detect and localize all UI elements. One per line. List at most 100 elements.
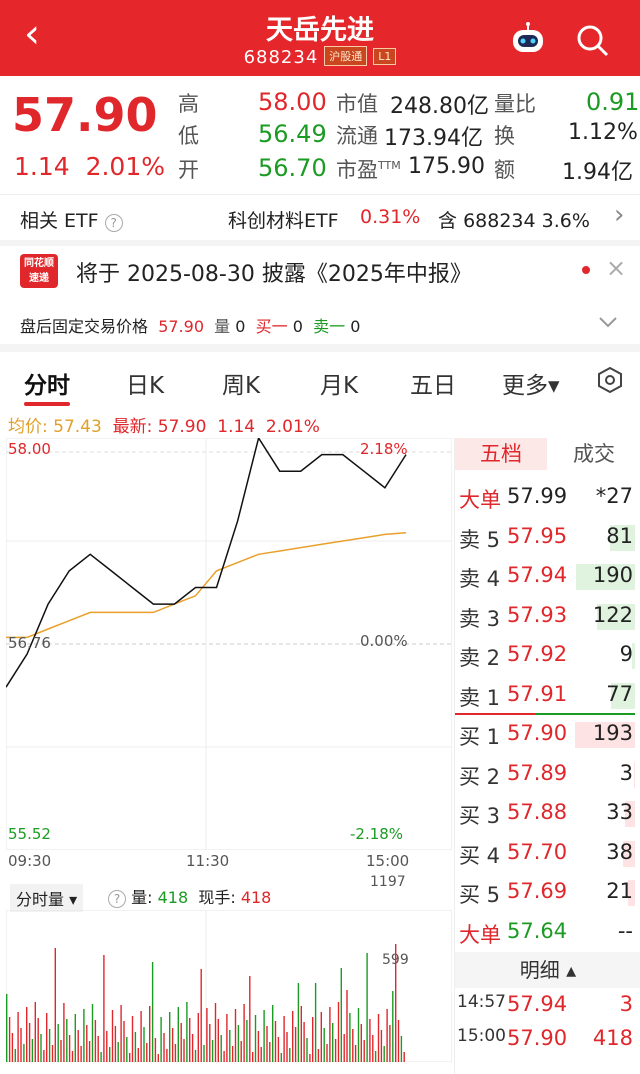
after-buy: 0 <box>292 317 303 336</box>
volume-bar <box>632 643 635 669</box>
order-row[interactable]: 买 2 57.89 3 <box>455 755 640 793</box>
volume-bar <box>154 1038 157 1062</box>
volume-bar <box>77 1030 79 1062</box>
volume-bar <box>80 1046 82 1062</box>
volume-bar <box>28 1023 31 1062</box>
order-row[interactable]: 卖 2 57.92 9 <box>455 636 640 674</box>
tab-intraday[interactable]: 分时 <box>24 373 70 399</box>
after-price: 57.90 <box>158 317 204 336</box>
trade-time: 15:00 <box>457 1026 506 1046</box>
volume-bar <box>372 1035 374 1062</box>
tab-monthly[interactable]: 月K <box>320 373 359 399</box>
row-price: 57.91 <box>507 681 568 706</box>
settings-icon[interactable] <box>596 366 624 394</box>
tab-five-day[interactable]: 五日 <box>410 373 456 399</box>
etf-pct: 0.31% <box>360 206 421 228</box>
order-row[interactable]: 卖 5 57.95 81 <box>455 518 640 556</box>
now-label: 现手: <box>198 888 236 907</box>
volume-bar <box>277 1037 280 1062</box>
volume-bar <box>597 603 635 630</box>
mcap-value: 248.80亿 <box>390 94 489 119</box>
row-price: 57.88 <box>507 800 568 824</box>
volume-bar <box>380 1030 383 1062</box>
volume-bar <box>320 1012 322 1062</box>
volume-bar <box>11 1033 14 1062</box>
order-panel: 五档 成交 大单 57.99 *27 卖 5 57.95 81 卖 4 57.94 190 卖 3… <box>454 438 640 1074</box>
float-value: 173.94亿 <box>384 126 483 151</box>
volume-bar <box>300 1006 302 1062</box>
order-row[interactable]: 卖 4 57.94 190 <box>455 557 640 595</box>
news-text[interactable]: 将于 2025-08-30 披露《2025年中报》 <box>76 262 472 287</box>
volume-bar <box>194 1050 197 1062</box>
tab-weekly[interactable]: 周K <box>222 373 261 399</box>
order-row[interactable]: 大单 57.64 -- <box>455 913 640 951</box>
volume-bar <box>237 1025 240 1062</box>
detail-toggle[interactable]: 明细 ▴ <box>455 952 640 988</box>
volume-bar <box>8 1017 11 1062</box>
volume-bar <box>140 1011 142 1062</box>
row-price: 57.90 <box>507 721 568 745</box>
order-row[interactable]: 买 3 57.88 33 <box>455 794 640 832</box>
etf-row[interactable]: 相关 ETF ? <box>20 206 123 233</box>
volume-bar <box>146 1043 148 1062</box>
back-icon[interactable]: ‹ <box>24 11 40 57</box>
after-hours-row: 盘后固定交易价格 57.90 量 0 买一 0 卖一 0 <box>20 313 360 337</box>
row-volume: -- <box>617 918 633 943</box>
row-volume: 77 <box>606 681 633 706</box>
order-row[interactable]: 大单 57.99 *27 <box>455 478 640 516</box>
help-icon[interactable]: ? <box>104 214 123 232</box>
volume-bar <box>14 1049 16 1062</box>
close-icon[interactable]: × <box>606 254 627 282</box>
help-icon[interactable]: ? <box>108 890 126 908</box>
volume-bar <box>120 1005 122 1062</box>
intraday-chart[interactable] <box>6 438 452 850</box>
level-tag: L1 <box>373 48 397 65</box>
chevron-down-icon[interactable] <box>598 316 618 328</box>
row-label: 大单 <box>459 922 501 947</box>
order-row[interactable]: 买 4 57.70 38 <box>455 834 640 872</box>
volume-bar <box>337 1002 340 1062</box>
etf-name[interactable]: 科创材料ETF <box>228 210 339 232</box>
order-row[interactable]: 卖 3 57.93 122 <box>455 597 640 635</box>
volume-bar <box>186 1002 188 1062</box>
volume-bar <box>68 1035 71 1062</box>
row-price: 57.92 <box>507 642 568 666</box>
order-row[interactable]: 买 5 57.69 21 <box>455 873 640 911</box>
row-price: 57.64 <box>507 918 568 943</box>
volume-bar <box>386 1009 388 1062</box>
volume-bar <box>171 1028 174 1062</box>
search-icon[interactable] <box>574 22 610 58</box>
row-label: 买 4 <box>459 843 501 868</box>
volume-bar <box>20 1028 22 1062</box>
volume-bar <box>252 1052 254 1062</box>
row-price: 57.99 <box>507 484 568 508</box>
row-volume: 122 <box>592 602 633 627</box>
mcap-label: 市值 <box>336 92 378 116</box>
tab-daily[interactable]: 日K <box>126 373 165 399</box>
chevron-right-icon[interactable]: › <box>614 200 625 230</box>
volume-bar <box>86 1025 88 1062</box>
x-label-noon: 11:30 <box>186 852 230 870</box>
volume-bar <box>6 994 8 1062</box>
row-volume: 9 <box>619 642 633 666</box>
volume-bar <box>294 1027 297 1062</box>
volume-bar <box>66 1019 68 1062</box>
volume-bar <box>280 1053 282 1062</box>
robot-assistant-icon[interactable] <box>510 22 546 56</box>
tab-order-book[interactable]: 五档 <box>455 438 547 470</box>
volume-bar <box>312 1017 314 1062</box>
order-row[interactable]: 卖 1 57.91 77 <box>455 676 640 714</box>
row-label: 卖 1 <box>459 685 501 710</box>
divider <box>0 240 640 246</box>
volume-selector[interactable]: 分时量 ▾ <box>10 884 84 912</box>
row-volume: 3 <box>619 760 633 785</box>
tab-trades[interactable]: 成交 <box>573 442 615 466</box>
tab-more[interactable]: 更多▾ <box>502 373 560 399</box>
order-row[interactable]: 买 1 57.90 193 <box>455 715 640 753</box>
volume-bar <box>151 962 154 1062</box>
row-label: 卖 2 <box>459 646 501 670</box>
volume-bar <box>369 1019 371 1062</box>
divider <box>0 194 640 195</box>
volume-bar <box>37 1018 39 1062</box>
volume-bar <box>157 1054 159 1062</box>
